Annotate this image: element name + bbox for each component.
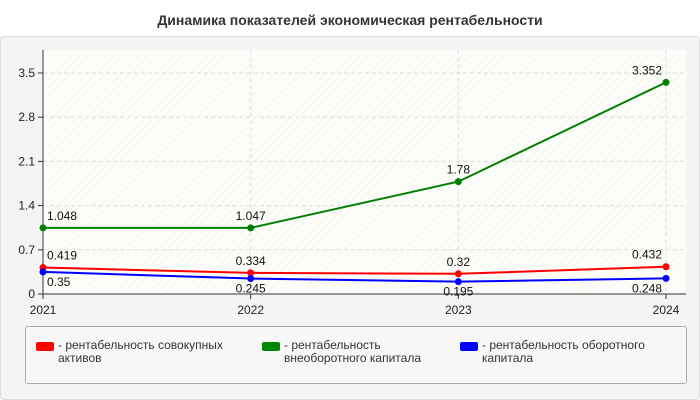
data-label: 0.245 [236, 282, 266, 296]
legend-item-noncurrent[interactable]: - рентабельность внеоборотного капитала [262, 339, 442, 365]
data-point [662, 263, 670, 271]
x-tick-label: 2022 [237, 303, 264, 317]
data-label: 0.248 [632, 281, 662, 295]
data-label: 0.195 [443, 285, 473, 299]
legend-swatch [36, 342, 54, 351]
data-point [662, 274, 670, 282]
legend-swatch [460, 342, 478, 351]
x-tick-label: 2021 [30, 303, 57, 317]
data-point [454, 278, 462, 286]
data-label: 1.048 [47, 209, 77, 223]
series-line [42, 81, 667, 229]
data-point [39, 268, 47, 276]
x-tick-label: 2023 [445, 303, 472, 317]
plot-area [43, 50, 686, 294]
legend-label: - рентабельность оборотного капитала [482, 338, 645, 365]
legend-item-current[interactable]: - рентабельность оборотного капитала [460, 339, 675, 365]
y-tick-label: 3.5 [18, 66, 35, 80]
data-label: 1.047 [236, 209, 266, 223]
series-line [42, 265, 667, 275]
y-tick-label: 0.7 [18, 243, 35, 257]
data-label: 3.352 [632, 63, 662, 77]
y-tick-label: 2.1 [18, 154, 35, 168]
data-label: 0.419 [47, 249, 77, 263]
data-point [247, 224, 255, 232]
series-line [42, 270, 667, 283]
y-tick-label: 2.8 [18, 110, 35, 124]
data-label: 0.35 [47, 275, 71, 289]
data-label: 1.78 [447, 163, 471, 177]
data-point [247, 269, 255, 277]
legend-label: - рентабельность совокупных активов [58, 338, 223, 365]
y-tick-label: 0 [28, 287, 35, 301]
data-point [39, 224, 47, 232]
data-point [454, 270, 462, 278]
data-label: 0.334 [236, 254, 266, 268]
data-point [454, 178, 462, 186]
data-label: 0.432 [632, 248, 662, 262]
x-tick-label: 2024 [653, 303, 680, 317]
data-label: 0.32 [447, 255, 471, 269]
legend: - рентабельность совокупных активов - ре… [25, 326, 687, 384]
data-point [662, 78, 670, 86]
legend-label: - рентабельность внеоборотного капитала [284, 338, 421, 365]
legend-swatch [262, 342, 280, 351]
data-point [247, 275, 255, 283]
legend-item-total-assets[interactable]: - рентабельность совокупных активов [36, 339, 246, 365]
chart-title: Динамика показателей экономическая рента… [157, 12, 543, 28]
y-tick-label: 1.4 [18, 199, 35, 213]
